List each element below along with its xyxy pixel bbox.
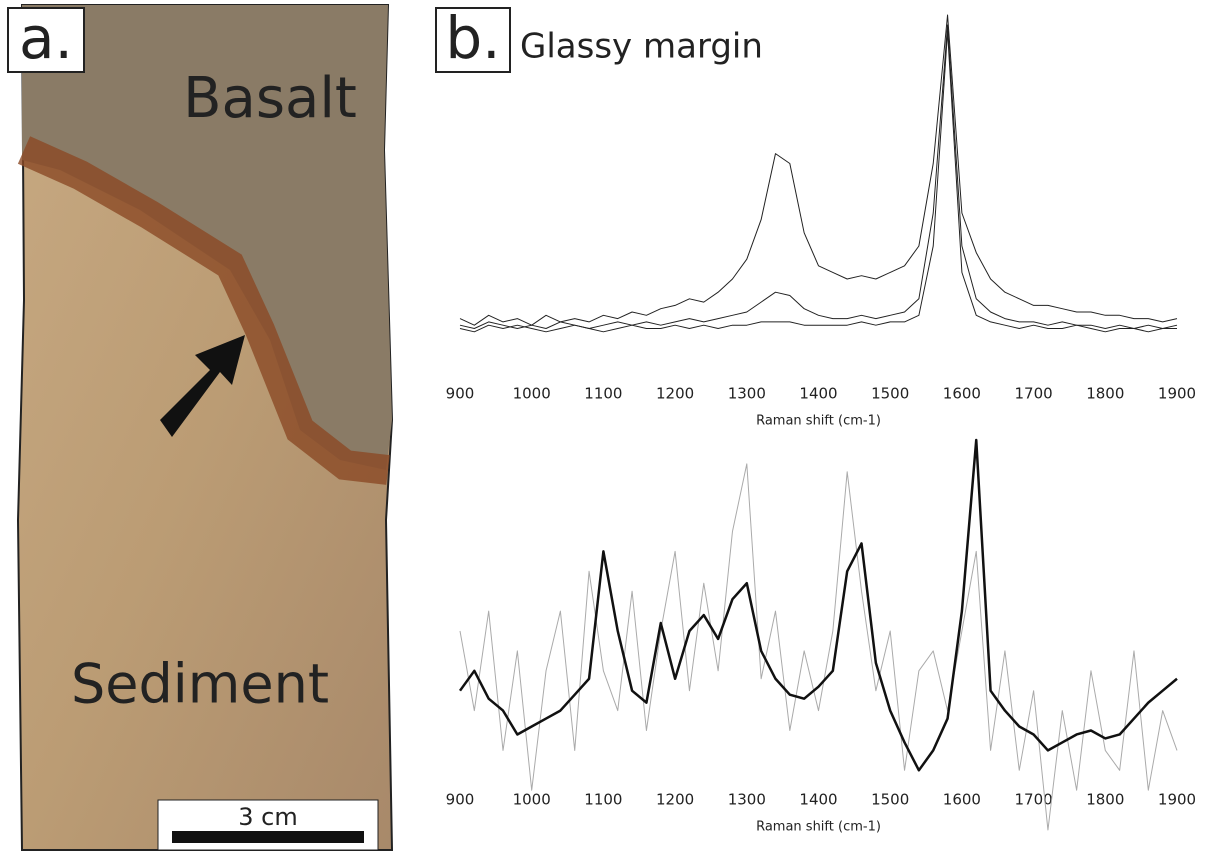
alteration-rim (17, 136, 390, 485)
x-tick-label: 1000 (513, 791, 551, 809)
x-axis-title: Raman shift (cm-1) (756, 820, 881, 835)
x-tick-label: 1600 (943, 385, 981, 403)
x-tick-label: 1500 (871, 791, 909, 809)
spectrum-line (459, 31, 1177, 333)
x-tick-label: 1600 (943, 791, 981, 809)
scale-bar (172, 831, 364, 843)
spectrum-line (459, 24, 1178, 329)
x-tick-label: 1200 (656, 791, 694, 809)
x-tick-label: 1800 (1086, 791, 1124, 809)
x-tick-label: 900 (446, 791, 475, 809)
x-tick-label: 1900 (1158, 385, 1196, 403)
photo-panel: a. Basalt Sediment 3 cm (7, 4, 394, 851)
spectrum-line (459, 14, 1178, 326)
rock-label: Basalt (183, 66, 357, 131)
panel-label: b. (445, 4, 500, 72)
rock-label: Sediment (71, 653, 329, 716)
x-tick-label: 1100 (584, 385, 622, 403)
x-tick-label: 1300 (728, 791, 766, 809)
scale-label: 3 cm (238, 803, 297, 831)
chart-title: Glassy margin (520, 27, 763, 67)
x-tick-label: 1000 (513, 385, 551, 403)
x-tick-label: 1300 (728, 385, 766, 403)
x-tick-label: 1400 (799, 791, 837, 809)
label-box (435, 7, 511, 73)
x-tick-label: 1900 (1158, 791, 1196, 809)
x-tick-label: 1100 (584, 791, 622, 809)
x-tick-label: 1800 (1086, 385, 1124, 403)
spectrum-line (458, 438, 1178, 772)
x-tick-label: 1200 (656, 385, 694, 403)
label-box (7, 7, 85, 73)
x-tick-label: 1500 (871, 385, 909, 403)
x-axis-title: Raman shift (cm-1) (756, 414, 881, 429)
spectrum-line (459, 463, 1178, 831)
x-tick-label: 900 (446, 385, 475, 403)
x-tick-label: 1700 (1015, 791, 1053, 809)
panel-label: a. (19, 4, 73, 72)
x-tick-label: 1400 (799, 385, 837, 403)
arrow (160, 335, 245, 437)
x-tick-label: 1700 (1015, 385, 1053, 403)
